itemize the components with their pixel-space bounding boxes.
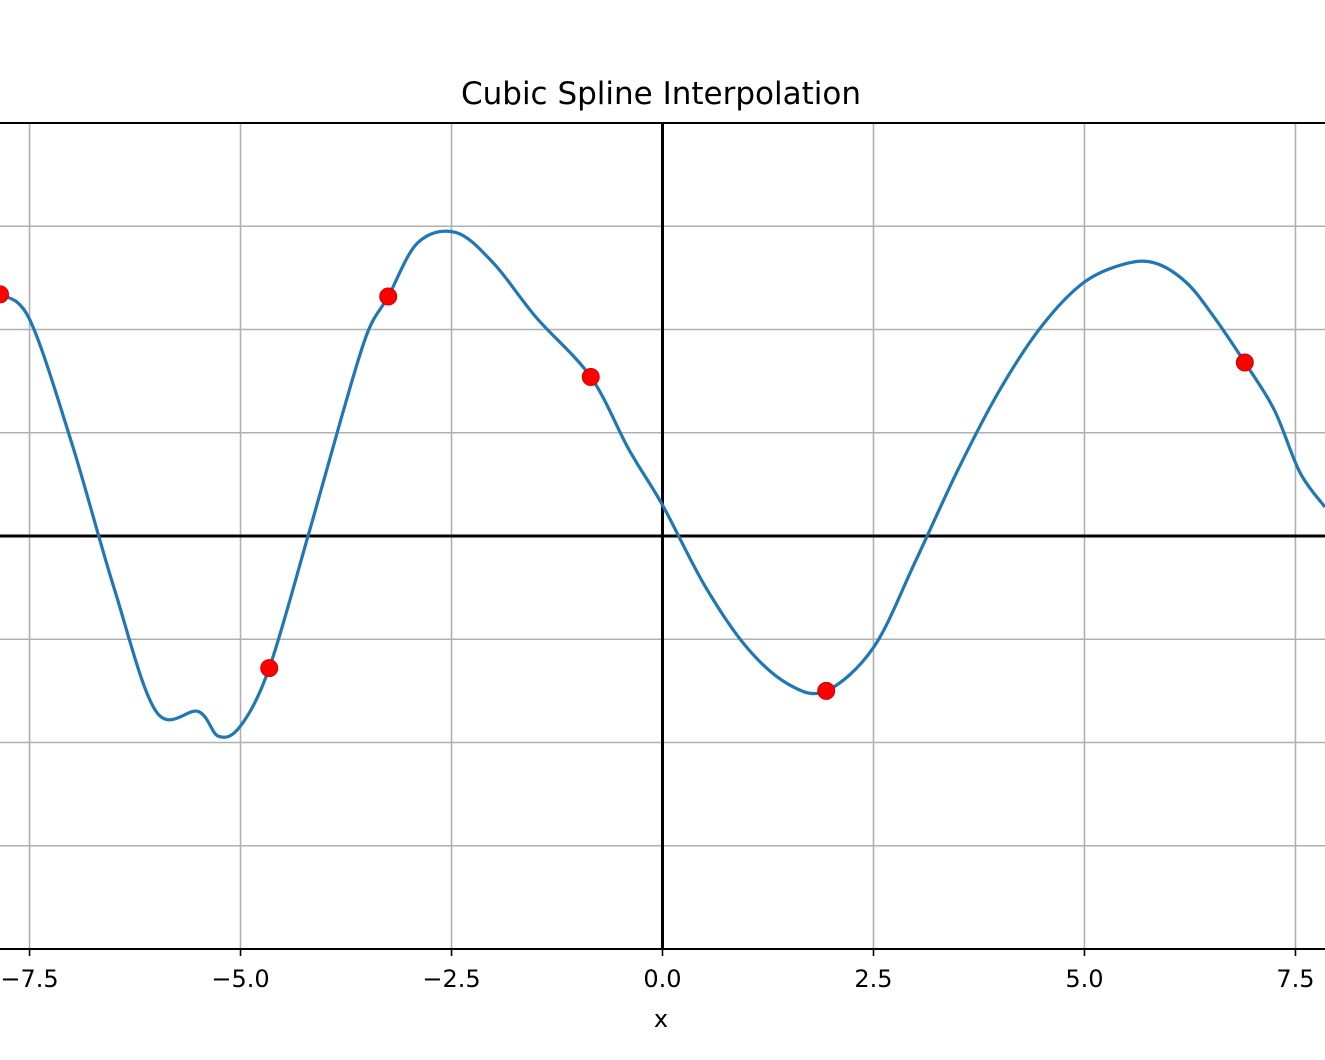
zero-axes	[0, 123, 1325, 949]
data-point-5	[1235, 353, 1254, 372]
data-point-2	[379, 287, 398, 306]
spline-curve-layer	[0, 229, 1325, 739]
data-point-1	[260, 659, 279, 678]
data-point-4	[817, 681, 836, 700]
x-tick-labels: −7.5 −5.0 −2.5 0.0 2.5 5.0 7.5	[0, 949, 1315, 993]
x-tick-label-6: 7.5	[1276, 965, 1314, 993]
spline-curve	[0, 229, 1325, 739]
x-tick-label-2: −2.5	[422, 965, 480, 993]
x-axis-label: x	[654, 1005, 668, 1033]
data-point-0	[0, 285, 9, 304]
x-tick-label-0: −7.5	[0, 965, 58, 993]
x-tick-label-5: 5.0	[1065, 965, 1103, 993]
x-tick-label-3: 0.0	[643, 965, 681, 993]
chart-title: Cubic Spline Interpolation	[461, 76, 861, 112]
data-points-layer	[0, 285, 1254, 700]
data-point-3	[581, 367, 600, 386]
x-tick-label-1: −5.0	[211, 965, 269, 993]
x-tick-label-4: 2.5	[854, 965, 892, 993]
